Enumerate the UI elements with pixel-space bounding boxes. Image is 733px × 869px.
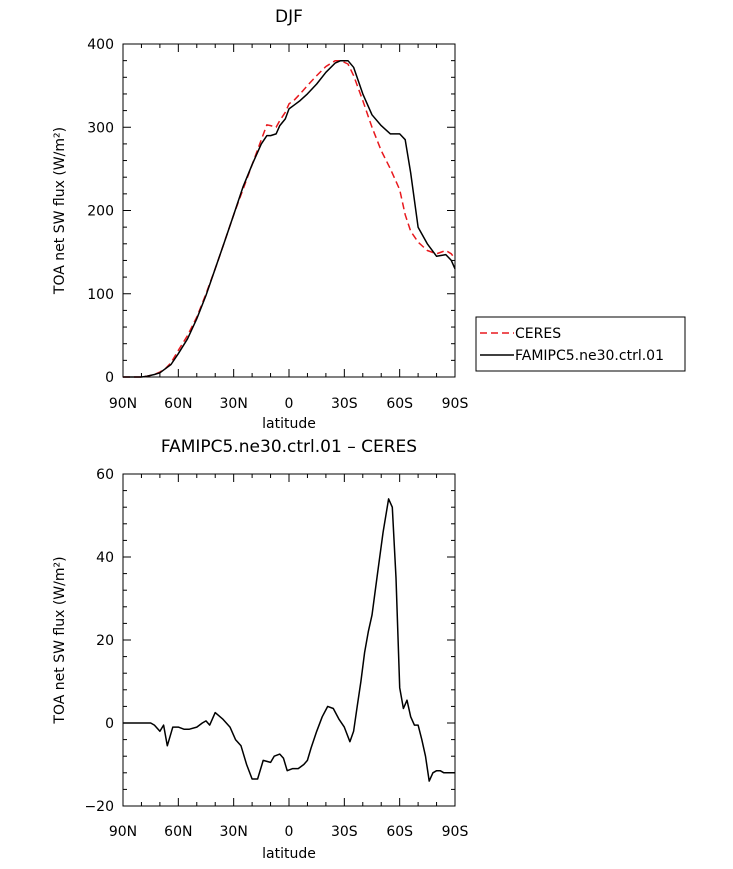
top-y-axis-label: TOA net SW flux (W/m²): [52, 127, 68, 295]
top-panel: DJF 90N 60N 30N 0 30S 60S 90S 0 100 200 300 400 lat…: [52, 7, 468, 432]
y-tick-label: 400: [87, 37, 114, 53]
x-tick-label: 0: [285, 396, 294, 412]
x-tick-label: 60N: [164, 396, 192, 412]
x-tick-label: 90S: [442, 396, 469, 412]
y-tick-label: 20: [96, 633, 114, 649]
y-tick-label: 0: [105, 716, 114, 732]
x-tick-label: 30S: [331, 396, 358, 412]
bottom-panel: FAMIPC5.ne30.ctrl.01 – CERES 90N 60N 30N 0 3…: [52, 437, 468, 862]
x-tick-label: 30N: [220, 396, 248, 412]
x-tick-label: 0: [285, 824, 294, 840]
legend-label-famipc5: FAMIPC5.ne30.ctrl.01: [515, 348, 664, 364]
x-tick-label: 30S: [331, 824, 358, 840]
bottom-panel-title: FAMIPC5.ne30.ctrl.01 – CERES: [161, 437, 417, 457]
plot-frame: [122, 473, 456, 807]
top-x-axis-label: latitude: [262, 416, 316, 432]
legend-label-ceres: CERES: [515, 326, 561, 342]
series-line-difference: [123, 498, 455, 782]
y-tick-label: 200: [87, 204, 114, 220]
legend-box: [475, 316, 686, 372]
bottom-x-axis-label: latitude: [262, 846, 316, 862]
bottom-plot-area: 90N 60N 30N 0 30S 60S 90S −20 0 20 40 60: [84, 467, 468, 840]
legend: CERES FAMIPC5.ne30.ctrl.01: [475, 316, 686, 372]
bottom-y-axis-label: TOA net SW flux (W/m²): [52, 556, 68, 724]
x-tick-label: 90N: [109, 824, 137, 840]
y-tick-label: −20: [84, 799, 114, 815]
series-line-ceres: [123, 59, 456, 378]
y-tick-label: 40: [96, 550, 114, 566]
y-tick-label: 0: [105, 370, 114, 386]
x-tick-label: 60N: [164, 824, 192, 840]
plot-frame: [122, 43, 456, 378]
top-plot-area: 90N 60N 30N 0 30S 60S 90S 0 100 200 300 400: [87, 37, 468, 412]
x-tick-label: 90S: [442, 824, 469, 840]
x-tick-label: 30N: [220, 824, 248, 840]
x-tick-label: 60S: [386, 824, 413, 840]
x-tick-label: 60S: [386, 396, 413, 412]
y-tick-label: 300: [87, 120, 114, 136]
y-tick-label: 100: [87, 287, 114, 303]
top-panel-title: DJF: [275, 7, 303, 27]
y-tick-label: 60: [96, 467, 114, 483]
series-line-famipc5: [123, 59, 456, 378]
x-tick-label: 90N: [109, 396, 137, 412]
